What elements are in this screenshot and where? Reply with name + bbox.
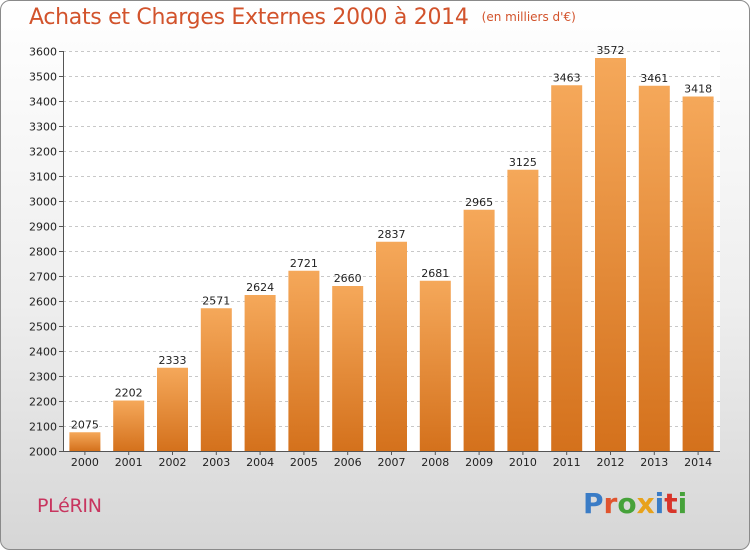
- y-tick-label: 2500: [29, 321, 57, 334]
- bar: [595, 58, 626, 451]
- bar-value-label: 3572: [597, 44, 625, 57]
- x-tick-label: 2010: [509, 456, 537, 469]
- chart-title-main: Achats et Charges Externes 2000 à 2014: [29, 5, 469, 30]
- bar-value-label: 2624: [246, 281, 274, 294]
- y-tick-label: 2100: [29, 421, 57, 434]
- y-tick-label: 3600: [29, 46, 57, 59]
- y-tick-label: 3200: [29, 146, 57, 159]
- bar: [113, 400, 145, 451]
- y-tick-label: 2200: [29, 396, 57, 409]
- y-tick-label: 2000: [29, 446, 57, 459]
- bar-value-label: 2075: [71, 418, 99, 431]
- bar: [332, 286, 364, 451]
- x-tick-label: 2000: [71, 456, 99, 469]
- bar-value-label: 2681: [421, 267, 449, 280]
- x-tick-label: 2006: [334, 456, 362, 469]
- brand-letter: t: [664, 487, 678, 520]
- y-tick-label: 3300: [29, 121, 57, 134]
- bar: [507, 169, 539, 451]
- bar-value-label: 2660: [334, 272, 362, 285]
- x-tick-label: 2009: [465, 456, 493, 469]
- brand-logo: Proxiti: [583, 487, 687, 520]
- y-tick-label: 2300: [29, 371, 57, 384]
- city-name: PLéRIN: [37, 495, 102, 517]
- bar-value-label: 2721: [290, 257, 318, 270]
- brand-letter: i: [654, 487, 665, 520]
- bar: [551, 85, 583, 451]
- chart-title-unit: (en milliers d'€): [481, 10, 576, 24]
- bar: [638, 85, 670, 451]
- y-tick-label: 2900: [29, 221, 57, 234]
- y-tick-label: 3400: [29, 96, 57, 109]
- bar: [69, 432, 101, 451]
- y-tick-label: 3500: [29, 71, 57, 84]
- bar-value-label: 2837: [378, 228, 406, 241]
- labels: 2000 2100 2200 2300 2400 2500 2600 2700 2800 2900…: [29, 44, 712, 469]
- bar: [288, 270, 320, 451]
- brand-letter: P: [583, 487, 604, 520]
- bar-value-label: 2333: [159, 354, 187, 367]
- x-tick-label: 2012: [597, 456, 625, 469]
- y-tick-label: 2600: [29, 296, 57, 309]
- bar-value-label: 3418: [684, 83, 712, 96]
- brand-letter: i: [677, 487, 688, 520]
- bar: [463, 209, 495, 451]
- bar-value-label: 2571: [202, 294, 230, 307]
- chart-title: Achats et Charges Externes 2000 à 2014 (…: [29, 5, 576, 30]
- x-tick-label: 2008: [421, 456, 449, 469]
- x-tick-label: 2007: [378, 456, 406, 469]
- brand-letter: x: [636, 487, 655, 520]
- x-tick-label: 2003: [202, 456, 230, 469]
- x-tick-label: 2002: [159, 456, 187, 469]
- x-tick-label: 2011: [553, 456, 581, 469]
- bar: [244, 295, 276, 451]
- x-tick-label: 2004: [246, 456, 274, 469]
- bar-value-label: 2965: [465, 196, 493, 209]
- bar-value-label: 3463: [553, 71, 581, 84]
- y-tick-label: 3000: [29, 196, 57, 209]
- bar: [157, 367, 188, 451]
- y-tick-label: 3100: [29, 171, 57, 184]
- y-tick-label: 2700: [29, 271, 57, 284]
- axes: [59, 51, 720, 455]
- x-tick-label: 2005: [290, 456, 318, 469]
- x-tick-label: 2001: [115, 456, 143, 469]
- x-tick-label: 2014: [684, 456, 712, 469]
- brand-letter: r: [603, 487, 618, 520]
- bar: [419, 280, 451, 451]
- x-tick-label: 2013: [640, 456, 668, 469]
- bar-value-label: 3125: [509, 156, 537, 169]
- bar: [682, 96, 714, 451]
- y-tick-label: 2400: [29, 346, 57, 359]
- y-tick-label: 2800: [29, 246, 57, 259]
- bars: [69, 58, 714, 451]
- bar-value-label: 3461: [640, 72, 668, 85]
- bar: [376, 241, 407, 451]
- bar-value-label: 2202: [115, 387, 143, 400]
- brand-letter: o: [617, 487, 637, 520]
- bar: [200, 308, 232, 451]
